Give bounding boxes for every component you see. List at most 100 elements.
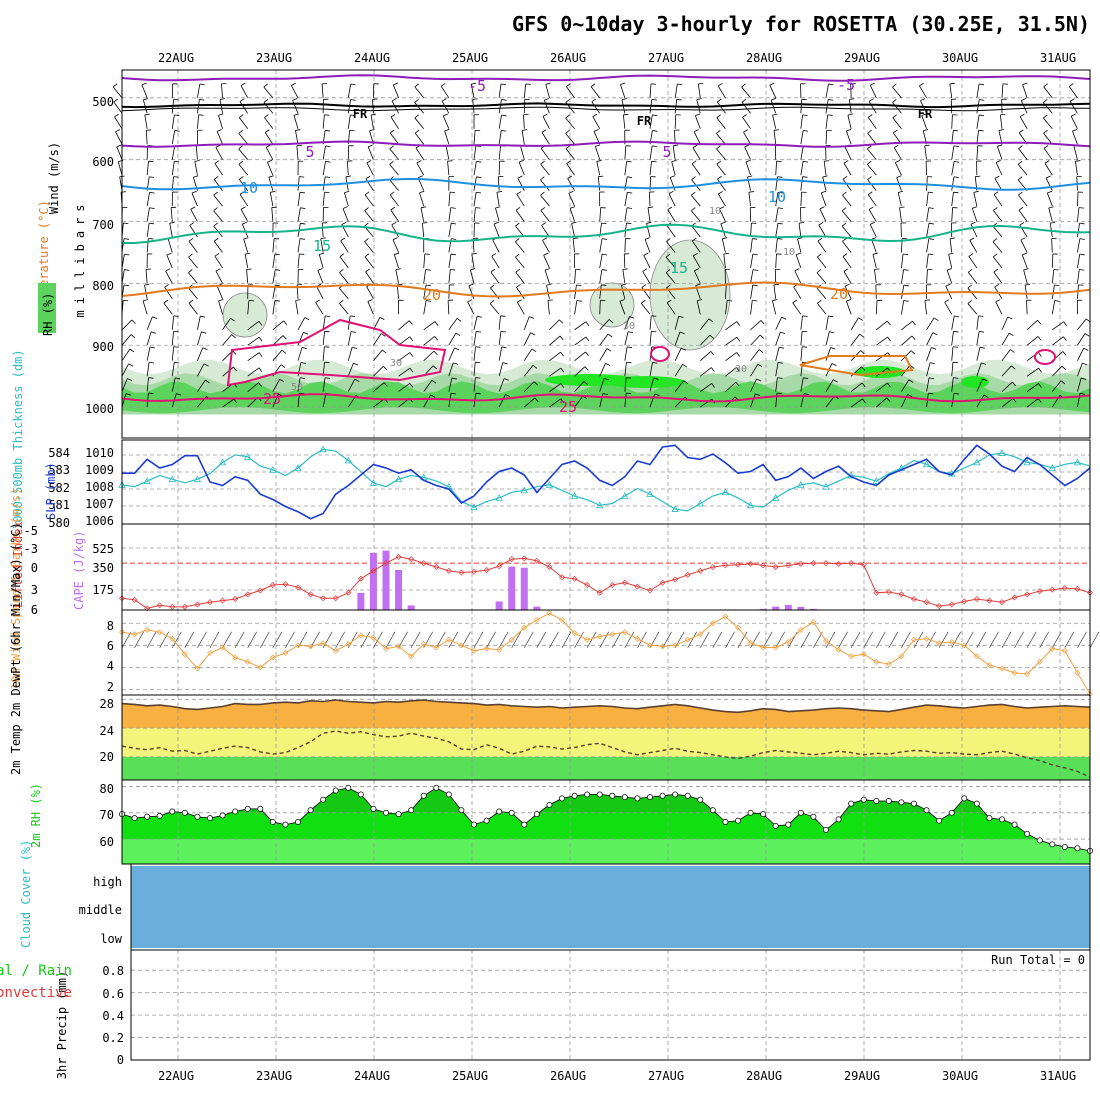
upper-air-axis-title: Wind (m/s) Temperature (°C) RH (%) milli… xyxy=(37,142,87,336)
wind-barb xyxy=(901,285,903,299)
wind-barb-flag xyxy=(867,146,871,149)
wind-barb-flag xyxy=(566,130,570,133)
wind-barb xyxy=(1021,240,1027,253)
wind-barb xyxy=(870,85,876,98)
wind-barb xyxy=(1052,285,1054,299)
wind-barb-flag xyxy=(868,130,872,133)
wind-barb-flag xyxy=(1019,207,1023,210)
wind-barb-flag xyxy=(1080,254,1085,255)
rh2m-point xyxy=(610,793,615,798)
wind-barb xyxy=(145,115,147,129)
rh2m-point xyxy=(471,822,476,827)
wind-barb xyxy=(497,192,499,206)
wind-barb-flag xyxy=(325,177,330,178)
wind-barb-flag xyxy=(174,115,179,116)
wind-barb-flag xyxy=(193,176,198,177)
contour-25-blob xyxy=(1035,350,1055,364)
wind-barb-flag xyxy=(302,347,307,348)
wind-barb xyxy=(493,240,499,252)
wind-barb xyxy=(843,256,851,267)
wind-barb xyxy=(675,130,676,144)
wind-barb-flag xyxy=(1045,161,1049,164)
wind-barb xyxy=(692,164,700,175)
wind-barb xyxy=(341,241,349,253)
wind-barb-flag xyxy=(627,192,632,193)
wind-barb xyxy=(368,147,373,160)
wind-barb-flag xyxy=(586,322,589,326)
rh2m-point xyxy=(270,819,275,824)
wind-barb-flag xyxy=(559,320,563,324)
wind-barb xyxy=(901,270,903,284)
wind-barb xyxy=(974,192,977,206)
wind-barb-flag xyxy=(803,161,808,162)
wind-barb-flag xyxy=(346,176,351,177)
wind-barb xyxy=(794,287,801,299)
wind-barb-flag xyxy=(817,300,821,303)
wind-barb-flag xyxy=(1010,349,1014,352)
wind-barb-flag xyxy=(893,115,897,118)
wind-barb xyxy=(868,195,876,206)
wind-barb-flag xyxy=(627,347,632,348)
wind-barb-flag xyxy=(435,336,438,340)
wind-barb-flag xyxy=(872,238,877,240)
wind-barb-flag xyxy=(325,331,330,332)
wind-barb-flag xyxy=(457,318,461,321)
wind-barb-flag xyxy=(717,115,721,118)
wind-barb-flag xyxy=(843,254,847,257)
wind-barb-flag xyxy=(203,348,208,350)
wind-barb xyxy=(365,242,374,253)
slp-tick: 1010 xyxy=(85,446,114,460)
contour-25-blob xyxy=(651,347,669,361)
wind-barb xyxy=(499,99,501,113)
wind-barb-flag xyxy=(771,98,776,100)
rh-contour-label: 30 xyxy=(623,321,635,332)
wind-grid xyxy=(122,610,1090,695)
wind-barb xyxy=(826,130,827,144)
rh2m-point xyxy=(245,806,250,811)
temp-tick: 28 xyxy=(100,697,114,711)
wind-barb xyxy=(927,269,928,283)
wind-barb-flag xyxy=(934,318,938,321)
wind-barb-flag xyxy=(415,84,419,87)
wind-barb-flag xyxy=(1072,129,1077,131)
wind-barb-flag xyxy=(370,129,375,130)
rh2m-point xyxy=(735,818,740,823)
wind-barb-flag xyxy=(415,115,419,118)
wind-barb xyxy=(247,269,248,283)
wind-barb-flag xyxy=(1054,285,1059,286)
wind-barb xyxy=(517,302,524,314)
wind-barb xyxy=(801,177,803,191)
wind-barb-flag xyxy=(1000,114,1005,115)
wind-barb-flag xyxy=(577,300,582,301)
wind-barb-flag xyxy=(191,207,195,209)
wind-barb-flag xyxy=(566,115,570,118)
wind-barb-flag xyxy=(415,99,419,102)
wind-barb-flag xyxy=(394,253,399,255)
rh2m-point xyxy=(974,801,979,806)
wind-barb-flag xyxy=(911,351,915,354)
wind-barb-flag xyxy=(150,347,155,348)
wind-barb xyxy=(113,87,122,98)
wind-barb-flag xyxy=(996,160,1001,162)
wind-barb xyxy=(826,115,828,129)
wind-barb xyxy=(950,84,952,98)
wind-barb-flag xyxy=(371,114,376,115)
contour-label-10: 10 xyxy=(240,179,258,197)
wind-barb xyxy=(668,210,675,222)
wind-barb-flag xyxy=(949,253,954,254)
wind-barb xyxy=(801,115,803,129)
wind-barb xyxy=(114,102,122,113)
wind-barb xyxy=(623,270,625,284)
wind-barb-flag xyxy=(351,331,356,332)
wind-barb xyxy=(172,347,173,361)
wind-barb-flag xyxy=(130,349,134,352)
contour-label-minus5: -5 xyxy=(468,77,486,95)
wind-barb-flag xyxy=(343,207,348,209)
wind-barb-flag xyxy=(364,223,368,226)
wind-barb xyxy=(373,350,382,361)
wind-barb xyxy=(873,254,876,268)
wind-barb xyxy=(323,161,325,175)
wind-barb xyxy=(248,337,259,345)
wind-barb-flag xyxy=(595,145,600,147)
rh2m-point xyxy=(1037,838,1042,843)
